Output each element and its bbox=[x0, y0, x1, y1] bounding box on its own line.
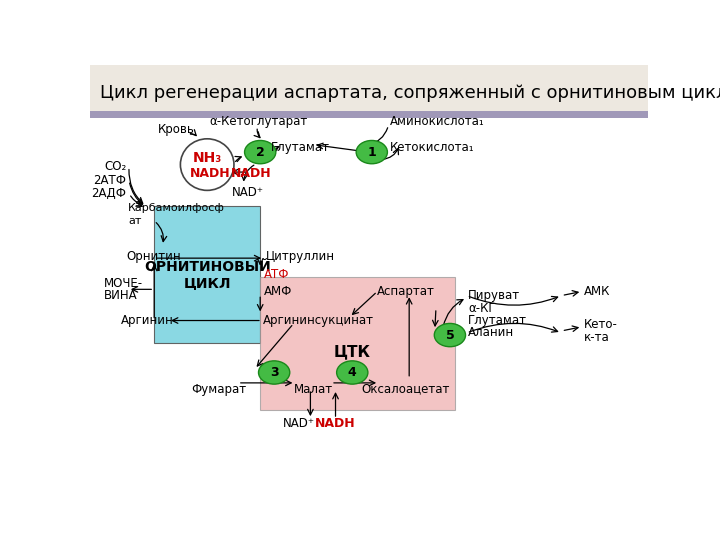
Text: Кровь: Кровь bbox=[158, 123, 195, 136]
Text: Цикл регенерации аспартата, сопряженный с орнитиновым циклом: Цикл регенерации аспартата, сопряженный … bbox=[100, 84, 720, 102]
Text: Аланин: Аланин bbox=[468, 327, 515, 340]
Text: Фумарат: Фумарат bbox=[191, 383, 246, 396]
Text: Глутамат: Глутамат bbox=[271, 141, 330, 154]
Text: Аргининсукцинат: Аргининсукцинат bbox=[263, 314, 374, 327]
Text: 3: 3 bbox=[270, 366, 279, 379]
Text: NADH: NADH bbox=[315, 417, 356, 430]
Text: АМК: АМК bbox=[584, 285, 611, 298]
Text: CO₂: CO₂ bbox=[104, 160, 126, 173]
Text: 5: 5 bbox=[446, 328, 454, 342]
Text: Кетокислота₁: Кетокислота₁ bbox=[390, 141, 474, 154]
Text: Карбамоилфосф: Карбамоилфосф bbox=[128, 203, 225, 213]
Circle shape bbox=[434, 323, 466, 347]
Circle shape bbox=[245, 140, 276, 164]
Text: Оксалоацетат: Оксалоацетат bbox=[361, 383, 449, 396]
Circle shape bbox=[356, 140, 387, 164]
Text: Кето-: Кето- bbox=[584, 318, 618, 331]
Text: АТФ: АТФ bbox=[264, 268, 289, 281]
Bar bbox=[90, 65, 648, 113]
Text: NADH: NADH bbox=[230, 167, 271, 180]
Ellipse shape bbox=[181, 139, 234, 191]
Text: 1: 1 bbox=[367, 146, 376, 159]
Bar bbox=[260, 277, 456, 410]
Text: NAD⁺: NAD⁺ bbox=[283, 417, 315, 430]
Text: NAD⁺: NAD⁺ bbox=[233, 186, 264, 199]
Circle shape bbox=[258, 361, 289, 384]
Text: Пируват: Пируват bbox=[468, 289, 521, 302]
Text: NADH: NADH bbox=[189, 167, 230, 180]
Text: Аспартат: Аспартат bbox=[377, 285, 436, 298]
Bar bbox=[154, 206, 260, 343]
Circle shape bbox=[337, 361, 368, 384]
Text: МОЧЕ-: МОЧЕ- bbox=[104, 276, 143, 289]
Text: Малат: Малат bbox=[294, 383, 333, 396]
Text: 2АТФ: 2АТФ bbox=[94, 174, 126, 187]
Text: ЦТК: ЦТК bbox=[334, 344, 371, 359]
Text: Цитруллин: Цитруллин bbox=[266, 249, 335, 262]
Text: Аргинин: Аргинин bbox=[121, 314, 174, 327]
Text: АМФ: АМФ bbox=[264, 285, 292, 298]
Text: 2АДФ: 2АДФ bbox=[91, 187, 126, 200]
Bar bbox=[90, 111, 648, 118]
Text: Глутамат: Глутамат bbox=[468, 314, 527, 327]
Text: ОРНИТИНОВЫЙ
ЦИКЛ: ОРНИТИНОВЫЙ ЦИКЛ bbox=[144, 260, 271, 290]
Text: α-КГ: α-КГ bbox=[468, 301, 496, 314]
Text: к-та: к-та bbox=[584, 330, 610, 343]
Text: Аминокислота₁: Аминокислота₁ bbox=[390, 115, 485, 128]
Text: 4: 4 bbox=[348, 366, 356, 379]
Text: 2: 2 bbox=[256, 146, 264, 159]
Text: NH₃: NH₃ bbox=[192, 151, 222, 165]
Text: ВИНА: ВИНА bbox=[104, 289, 138, 302]
Text: α-Кетоглутарат: α-Кетоглутарат bbox=[210, 115, 307, 128]
Text: ат: ат bbox=[128, 215, 141, 226]
Text: Орнитин: Орнитин bbox=[126, 249, 181, 262]
